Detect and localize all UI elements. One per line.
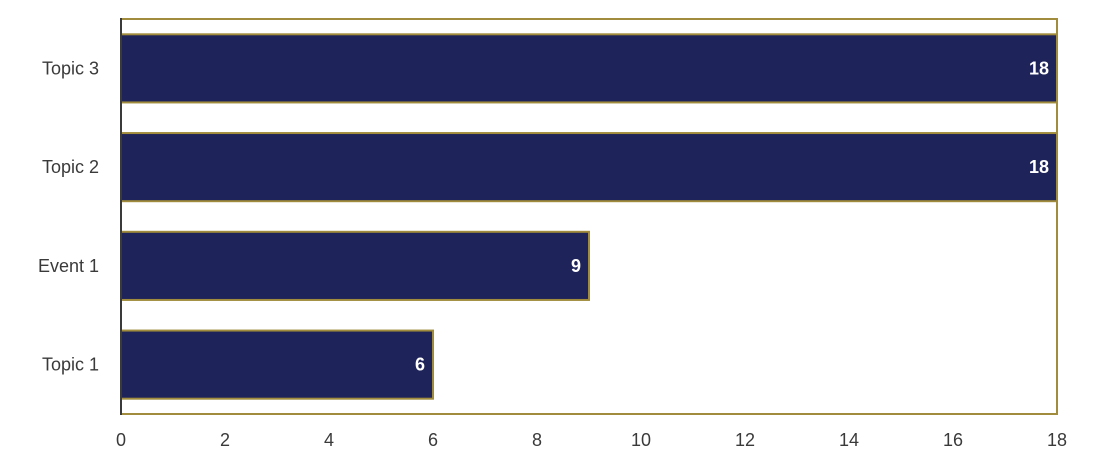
data-label: 9: [571, 256, 581, 276]
x-tick-label: 14: [839, 430, 859, 450]
x-tick-label: 18: [1047, 430, 1067, 450]
x-tick-label: 2: [220, 430, 230, 450]
bar-topic-1: [120, 329, 434, 400]
data-labels-group: 18 18 9 6: [415, 58, 1049, 374]
x-tick-label: 16: [943, 430, 963, 450]
category-label: Topic 3: [42, 58, 99, 78]
bar-event-1: [120, 230, 590, 301]
category-label: Topic 2: [42, 157, 99, 177]
category-labels-group: Topic 3 Topic 2 Event 1 Topic 1: [38, 58, 99, 374]
x-tick-label: 8: [532, 430, 542, 450]
data-label: 6: [415, 355, 425, 375]
x-tick-label: 12: [735, 430, 755, 450]
x-tick-label: 6: [428, 430, 438, 450]
bar-topic-2: [120, 132, 1058, 203]
data-label: 18: [1029, 157, 1049, 177]
bar-topic-3: [120, 33, 1058, 104]
bars-group: [120, 33, 1058, 400]
x-axis-ticks-group: 0 2 4 6 8 10 12 14 16 18: [116, 430, 1067, 450]
x-tick-label: 0: [116, 430, 126, 450]
category-label: Event 1: [38, 256, 99, 276]
x-tick-label: 4: [324, 430, 334, 450]
data-label: 18: [1029, 58, 1049, 78]
x-tick-label: 10: [631, 430, 651, 450]
category-label: Topic 1: [42, 355, 99, 375]
